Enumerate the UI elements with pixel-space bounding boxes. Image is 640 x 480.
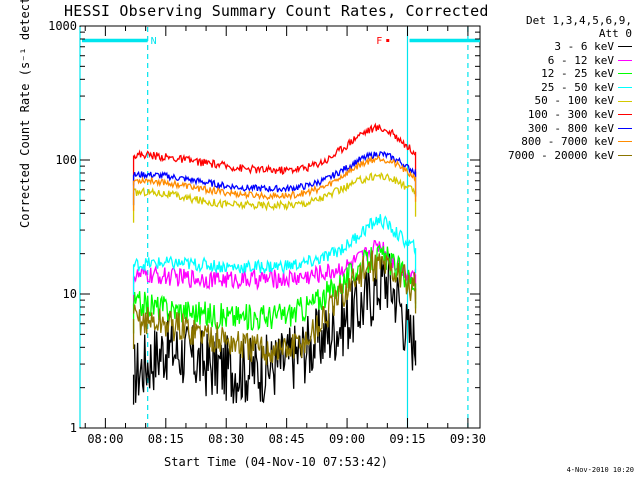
legend-swatch: [618, 100, 632, 102]
legend-header-line1: Det 1,3,4,5,6,9,: [526, 14, 632, 27]
y-tick-label: 100: [55, 153, 77, 167]
flare-marker-dot: [386, 39, 390, 42]
legend-header-line2: Att 0: [598, 27, 632, 40]
x-axis-label: Start Time (04-Nov-10 07:53:42): [164, 455, 388, 469]
x-tick-label: 08:45: [269, 432, 305, 446]
legend-entry: 50 - 100 keV: [486, 94, 632, 108]
legend-swatch: [618, 141, 632, 143]
y-tick-label: 10: [63, 287, 77, 301]
series-line-6: [132, 122, 416, 175]
legend-label: 7000 - 20000 keV: [508, 148, 614, 162]
legend-label: 3 - 6 keV: [554, 40, 614, 53]
x-tick-label: 08:30: [208, 432, 244, 446]
legend-entry: 7000 - 20000 keV: [486, 149, 632, 163]
x-tick-label: 09:30: [450, 432, 486, 446]
marker-n: N: [151, 36, 157, 47]
series-line-5: [133, 171, 417, 212]
legend-entry: 12 - 25 keV: [486, 67, 632, 81]
legend-label: 50 - 100 keV: [534, 94, 614, 108]
chart-title: HESSI Observing Summary Count Rates, Cor…: [64, 2, 489, 20]
series-line-9: [132, 250, 417, 366]
timestamp-footer: 4-Nov-2010 10:20: [566, 466, 634, 474]
x-tick-label: 09:00: [329, 432, 365, 446]
series-line-7: [132, 150, 417, 194]
legend-entry: 6 - 12 keV: [486, 54, 632, 68]
legend-label: 6 - 12 keV: [547, 53, 614, 67]
legend-entry: 100 - 300 keV: [486, 108, 632, 122]
legend-label: 25 - 50 keV: [541, 80, 614, 94]
y-tick-label: 1000: [48, 19, 77, 33]
x-tick-label: 08:15: [148, 432, 184, 446]
series-line-3: [132, 244, 417, 331]
marker-f: F: [376, 36, 382, 47]
y-tick-label: 1: [70, 421, 77, 435]
legend-label: 300 - 800 keV: [527, 121, 614, 135]
legend-entry: 25 - 50 keV: [486, 81, 632, 95]
x-tick-label: 09:15: [389, 432, 425, 446]
legend-entry: 300 - 800 keV: [486, 122, 632, 136]
legend-label: 100 - 300 keV: [527, 107, 614, 121]
legend-swatch: [618, 114, 632, 116]
y-axis-label: Corrected Count Rate (s⁻¹ detector⁻¹): [18, 0, 32, 228]
legend-swatch: [618, 59, 632, 61]
legend-entry: 3 - 6 keV: [486, 40, 632, 54]
legend-swatch: [618, 127, 632, 129]
legend-label: 12 - 25 keV: [541, 67, 614, 81]
legend-entry: 800 - 7000 keV: [486, 135, 632, 149]
legend-swatch: [618, 155, 632, 157]
legend: Det 1,3,4,5,6,9, Att 0 3 - 6 keV 6 - 12 k…: [486, 14, 632, 162]
series-line-2: [132, 239, 417, 291]
legend-swatch: [618, 73, 632, 75]
legend-label: 800 - 7000 keV: [521, 135, 614, 149]
series-line-4: [133, 214, 417, 275]
legend-swatch: [618, 87, 632, 89]
legend-swatch: [618, 46, 632, 48]
series-line-8: [133, 154, 417, 201]
x-tick-label: 08:00: [87, 432, 123, 446]
